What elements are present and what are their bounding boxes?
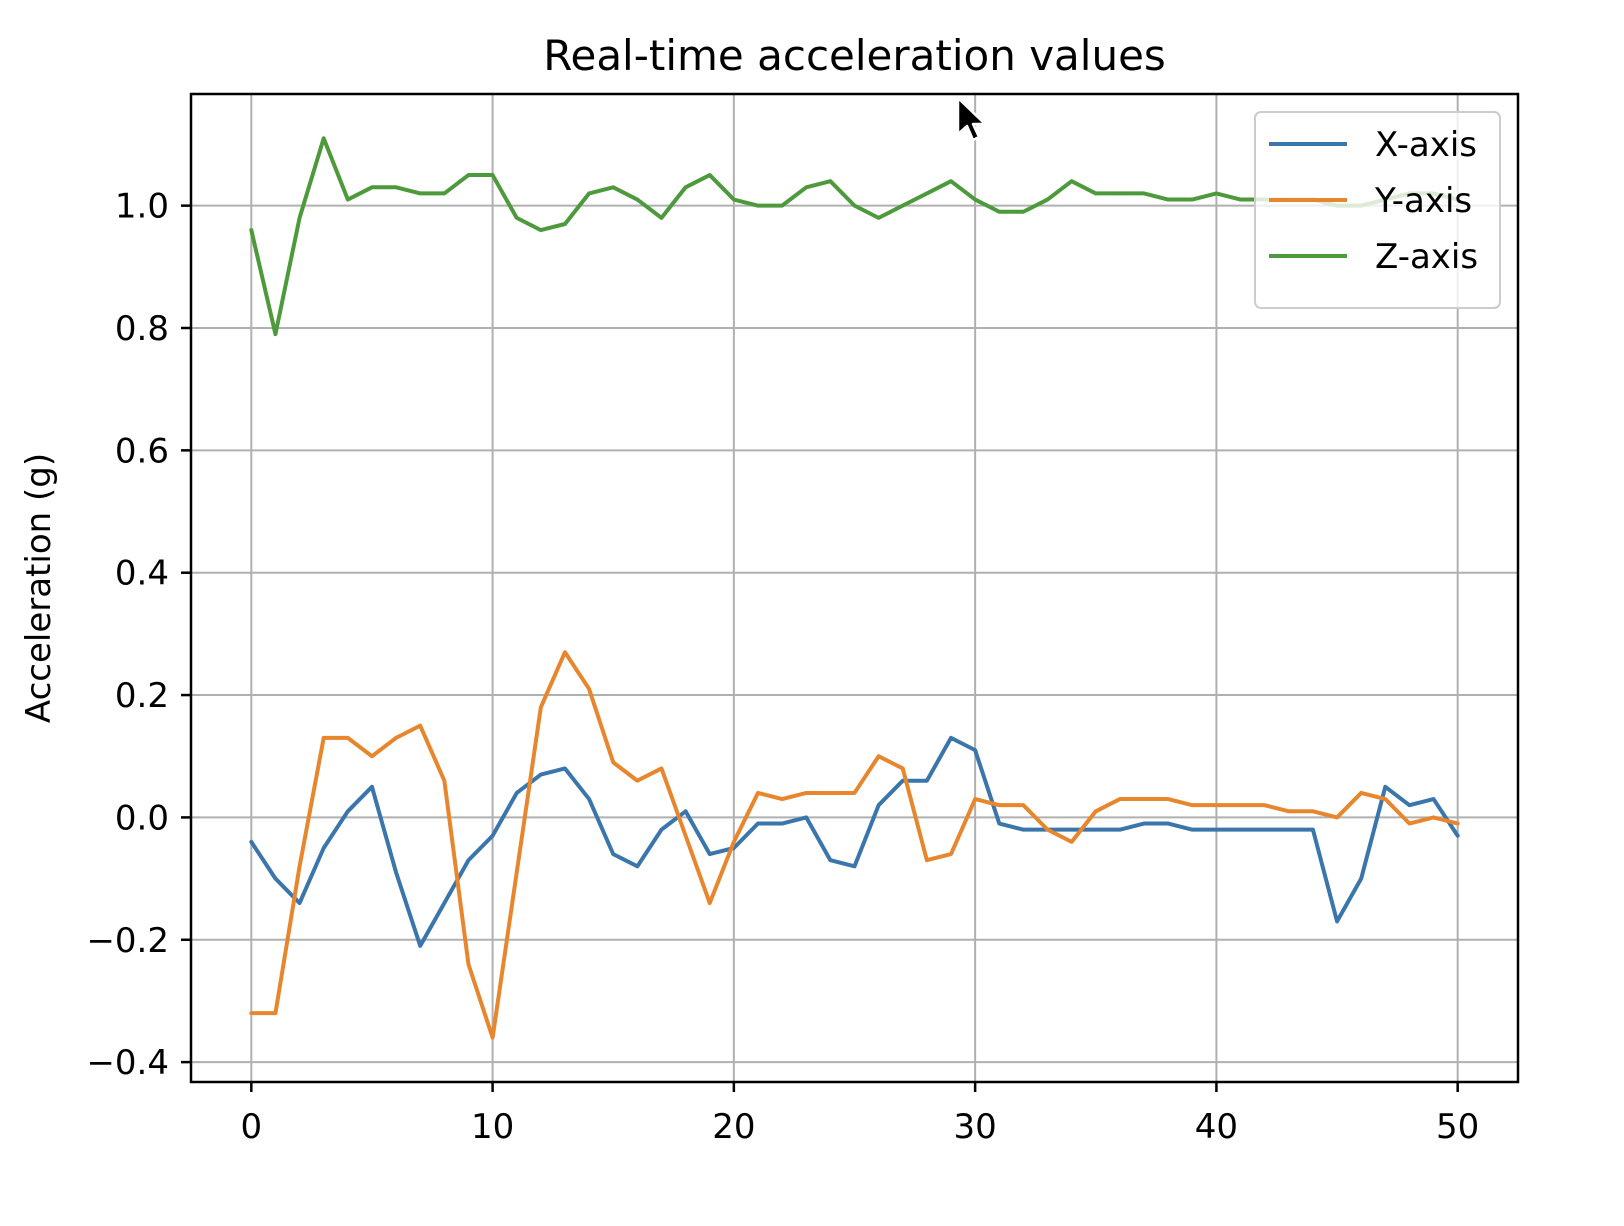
- x-tick-label: 50: [1436, 1107, 1479, 1147]
- x-tick-label: 40: [1195, 1107, 1238, 1147]
- plot-frame: [189, 92, 1520, 1084]
- y-tick-label: 0.0: [115, 798, 169, 838]
- y-tick-label: 0.8: [115, 309, 169, 349]
- series-line-x-axis: [249, 735, 1460, 948]
- legend-label-y-axis: Y-axis: [1374, 181, 1472, 221]
- series-line-y-axis: [249, 650, 1460, 1040]
- x-tick-label: 30: [954, 1107, 997, 1147]
- mouse-pointer-icon: [956, 96, 987, 142]
- x-tick-label: 20: [712, 1107, 755, 1147]
- y-tick-label: −0.2: [86, 921, 169, 961]
- y-axis-label: Acceleration (g): [19, 453, 59, 723]
- legend: X-axis Y-axis Z-axis: [1254, 111, 1501, 309]
- y-axis-ticks: −0.4 −0.2 0.0 0.2 0.4 0.6 0.8 1.0: [86, 187, 191, 1083]
- x-axis-ticks: 0 10 20 30 40 50: [240, 1082, 1479, 1147]
- legend-label-z-axis: Z-axis: [1375, 237, 1478, 277]
- y-tick-label: 0.4: [115, 554, 169, 594]
- legend-label-x-axis: X-axis: [1375, 125, 1477, 165]
- x-tick-label: 0: [240, 1107, 262, 1147]
- y-tick-label: 1.0: [115, 187, 169, 227]
- y-tick-label: 0.6: [115, 431, 169, 471]
- x-tick-label: 10: [471, 1107, 514, 1147]
- y-tick-label: 0.2: [115, 676, 169, 716]
- chart-title: Real-time acceleration values: [543, 31, 1166, 80]
- legend-box: [1254, 111, 1501, 309]
- y-tick-label: −0.4: [86, 1043, 169, 1083]
